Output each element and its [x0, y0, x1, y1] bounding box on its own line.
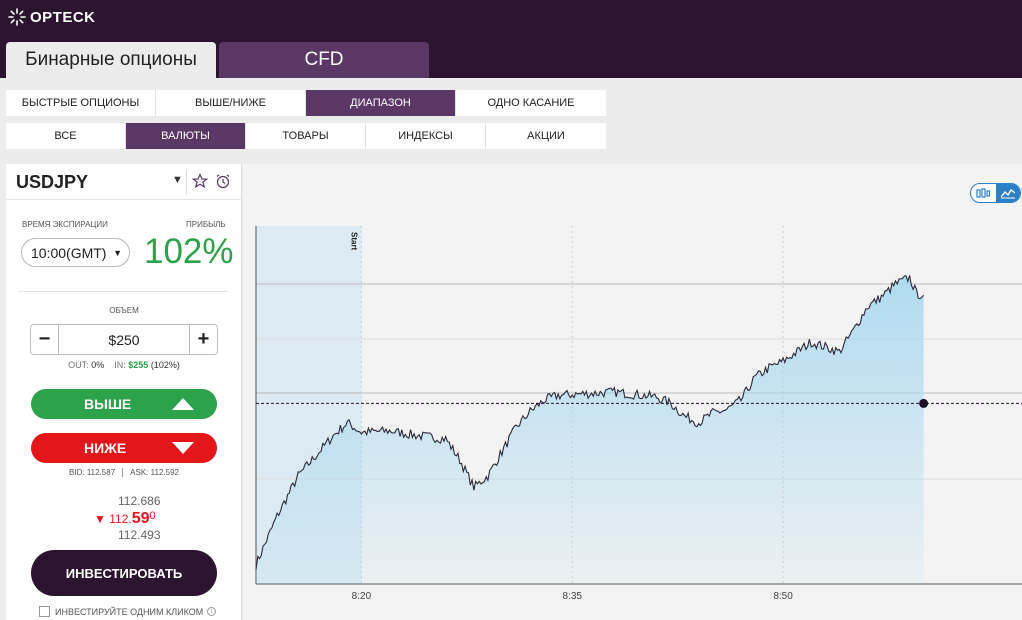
price-big-digits: 59 [131, 510, 150, 527]
tab-range[interactable]: ДИАПАЗОН [306, 90, 456, 116]
divider [18, 291, 228, 292]
bid-ask: BID: 112.587 ASK: 112.592 [6, 468, 242, 478]
divider [122, 468, 124, 478]
asset-name: USDJPY [16, 172, 89, 192]
tab-one-touch[interactable]: ОДНО КАСАНИЕ [487, 97, 575, 109]
volume-label: ОБЪЕМ [109, 306, 139, 315]
in-percent: (102%) [150, 360, 180, 370]
payout-info: OUT: 0% IN: $255 (102%) [6, 360, 242, 370]
start-marker-label: Start [349, 232, 358, 251]
star-icon[interactable] [192, 173, 208, 189]
asset-selector[interactable]: USDJPY ▼ [6, 164, 242, 200]
one-click-checkbox[interactable] [39, 606, 50, 617]
asset-class-tabs: ВСЕ ВАЛЮТЫ ТОВАРЫ ИНДЕКСЫ АКЦИИ [6, 123, 606, 149]
x-tick-label: 8:20 [352, 591, 372, 602]
one-click-label: ИНВЕСТИРУЙТЕ ОДНИМ КЛИКОМ [55, 606, 204, 617]
expiry-label: ВРЕМЯ ЭКСПИРАЦИИ [22, 220, 108, 229]
expiry-value: 10:00(GMT) [31, 244, 107, 261]
price-area-fill [256, 275, 924, 584]
info-icon[interactable]: i [207, 607, 217, 616]
price-high: 112.686 [118, 494, 161, 508]
profit-label: ПРИБЫЛЬ [186, 220, 226, 229]
trade-panel: USDJPY ▼ ВРЕМЯ ЭКСПИРАЦИИ ПРИБЫЛЬ 10:00(… [6, 164, 242, 620]
chevron-down-icon: ▼ [113, 248, 122, 258]
put-down-button[interactable]: НИЖЕ [31, 433, 217, 463]
tab-binary-options[interactable]: Бинарные опционы [6, 42, 216, 78]
profit-value: 102% [144, 232, 234, 271]
price-down-arrow-icon: ▼ [94, 512, 106, 526]
option-type-tabs: БЫСТРЫЕ ОПЦИОНЫ ВЫШЕ/НИЖЕ ДИАПАЗОН ОДНО … [6, 90, 606, 116]
ask-label: ASK: [130, 468, 149, 477]
in-label: IN: [114, 360, 126, 370]
logo-text: OPTECK [30, 8, 96, 26]
divider [186, 169, 187, 195]
candlestick-icon [976, 188, 991, 198]
tab-commodities[interactable]: ТОВАРЫ [246, 123, 366, 149]
down-button-label: НИЖЕ [84, 440, 127, 456]
out-value: 0% [91, 360, 105, 370]
x-tick-label: 8:35 [563, 591, 583, 602]
line-view-button[interactable] [995, 184, 1020, 202]
bid-label: BID: [69, 468, 85, 477]
brand-logo[interactable]: OPTECK [8, 8, 96, 26]
alarm-clock-icon[interactable] [215, 173, 231, 189]
one-click-option: ИНВЕСТИРУЙТЕ ОДНИМ КЛИКОМ i [39, 606, 217, 617]
tab-cfd[interactable]: CFD [219, 42, 429, 78]
tab-high-low[interactable]: ВЫШЕ/НИЖЕ [156, 90, 306, 116]
ask-value: 112.592 [150, 468, 179, 477]
in-value: $255 [128, 360, 149, 370]
tab-indices[interactable]: ИНДЕКСЫ [366, 123, 486, 149]
tab-all[interactable]: ВСЕ [6, 123, 126, 149]
chevron-down-icon[interactable]: ▼ [172, 174, 183, 186]
amount-stepper: − $250 + [30, 324, 218, 355]
price-low: 112.493 [118, 528, 161, 542]
candlestick-view-button[interactable] [971, 184, 996, 202]
x-tick-label: 8:50 [773, 591, 793, 602]
tab-quick-options[interactable]: БЫСТРЫЕ ОПЦИОНЫ [6, 90, 156, 116]
sun-logo-icon [8, 8, 26, 26]
chart-type-toggle [970, 183, 1021, 203]
current-price-marker [919, 398, 929, 408]
price-pipette: 0 [149, 510, 156, 522]
increase-amount-button[interactable]: + [189, 325, 217, 354]
price-main: 112. [109, 512, 132, 526]
price-chart[interactable]: Start 8:20 8:35 8:50 [243, 164, 1022, 620]
top-bar: OPTECK Бинарные опционы CFD [0, 0, 1022, 78]
out-label: OUT: [68, 360, 89, 370]
line-chart-icon [1000, 188, 1016, 199]
price-line [255, 275, 925, 570]
triangle-down-icon [172, 442, 194, 454]
up-button-label: ВЫШЕ [84, 396, 132, 412]
call-up-button[interactable]: ВЫШЕ [31, 389, 217, 419]
amount-input[interactable]: $250 [108, 331, 140, 348]
bid-value: 112.587 [86, 468, 116, 477]
tab-currencies[interactable]: ВАЛЮТЫ [126, 123, 246, 149]
current-price: ▼ 112.590 [94, 510, 156, 528]
decrease-amount-button[interactable]: − [31, 325, 59, 354]
triangle-up-icon [172, 398, 194, 410]
chart-canvas: Start 8:20 8:35 8:50 [255, 226, 1022, 602]
expiry-select[interactable]: 10:00(GMT) ▼ [21, 238, 130, 267]
tab-stocks[interactable]: АКЦИИ [527, 130, 565, 142]
invest-button[interactable]: ИНВЕСТИРОВАТЬ [31, 550, 217, 596]
